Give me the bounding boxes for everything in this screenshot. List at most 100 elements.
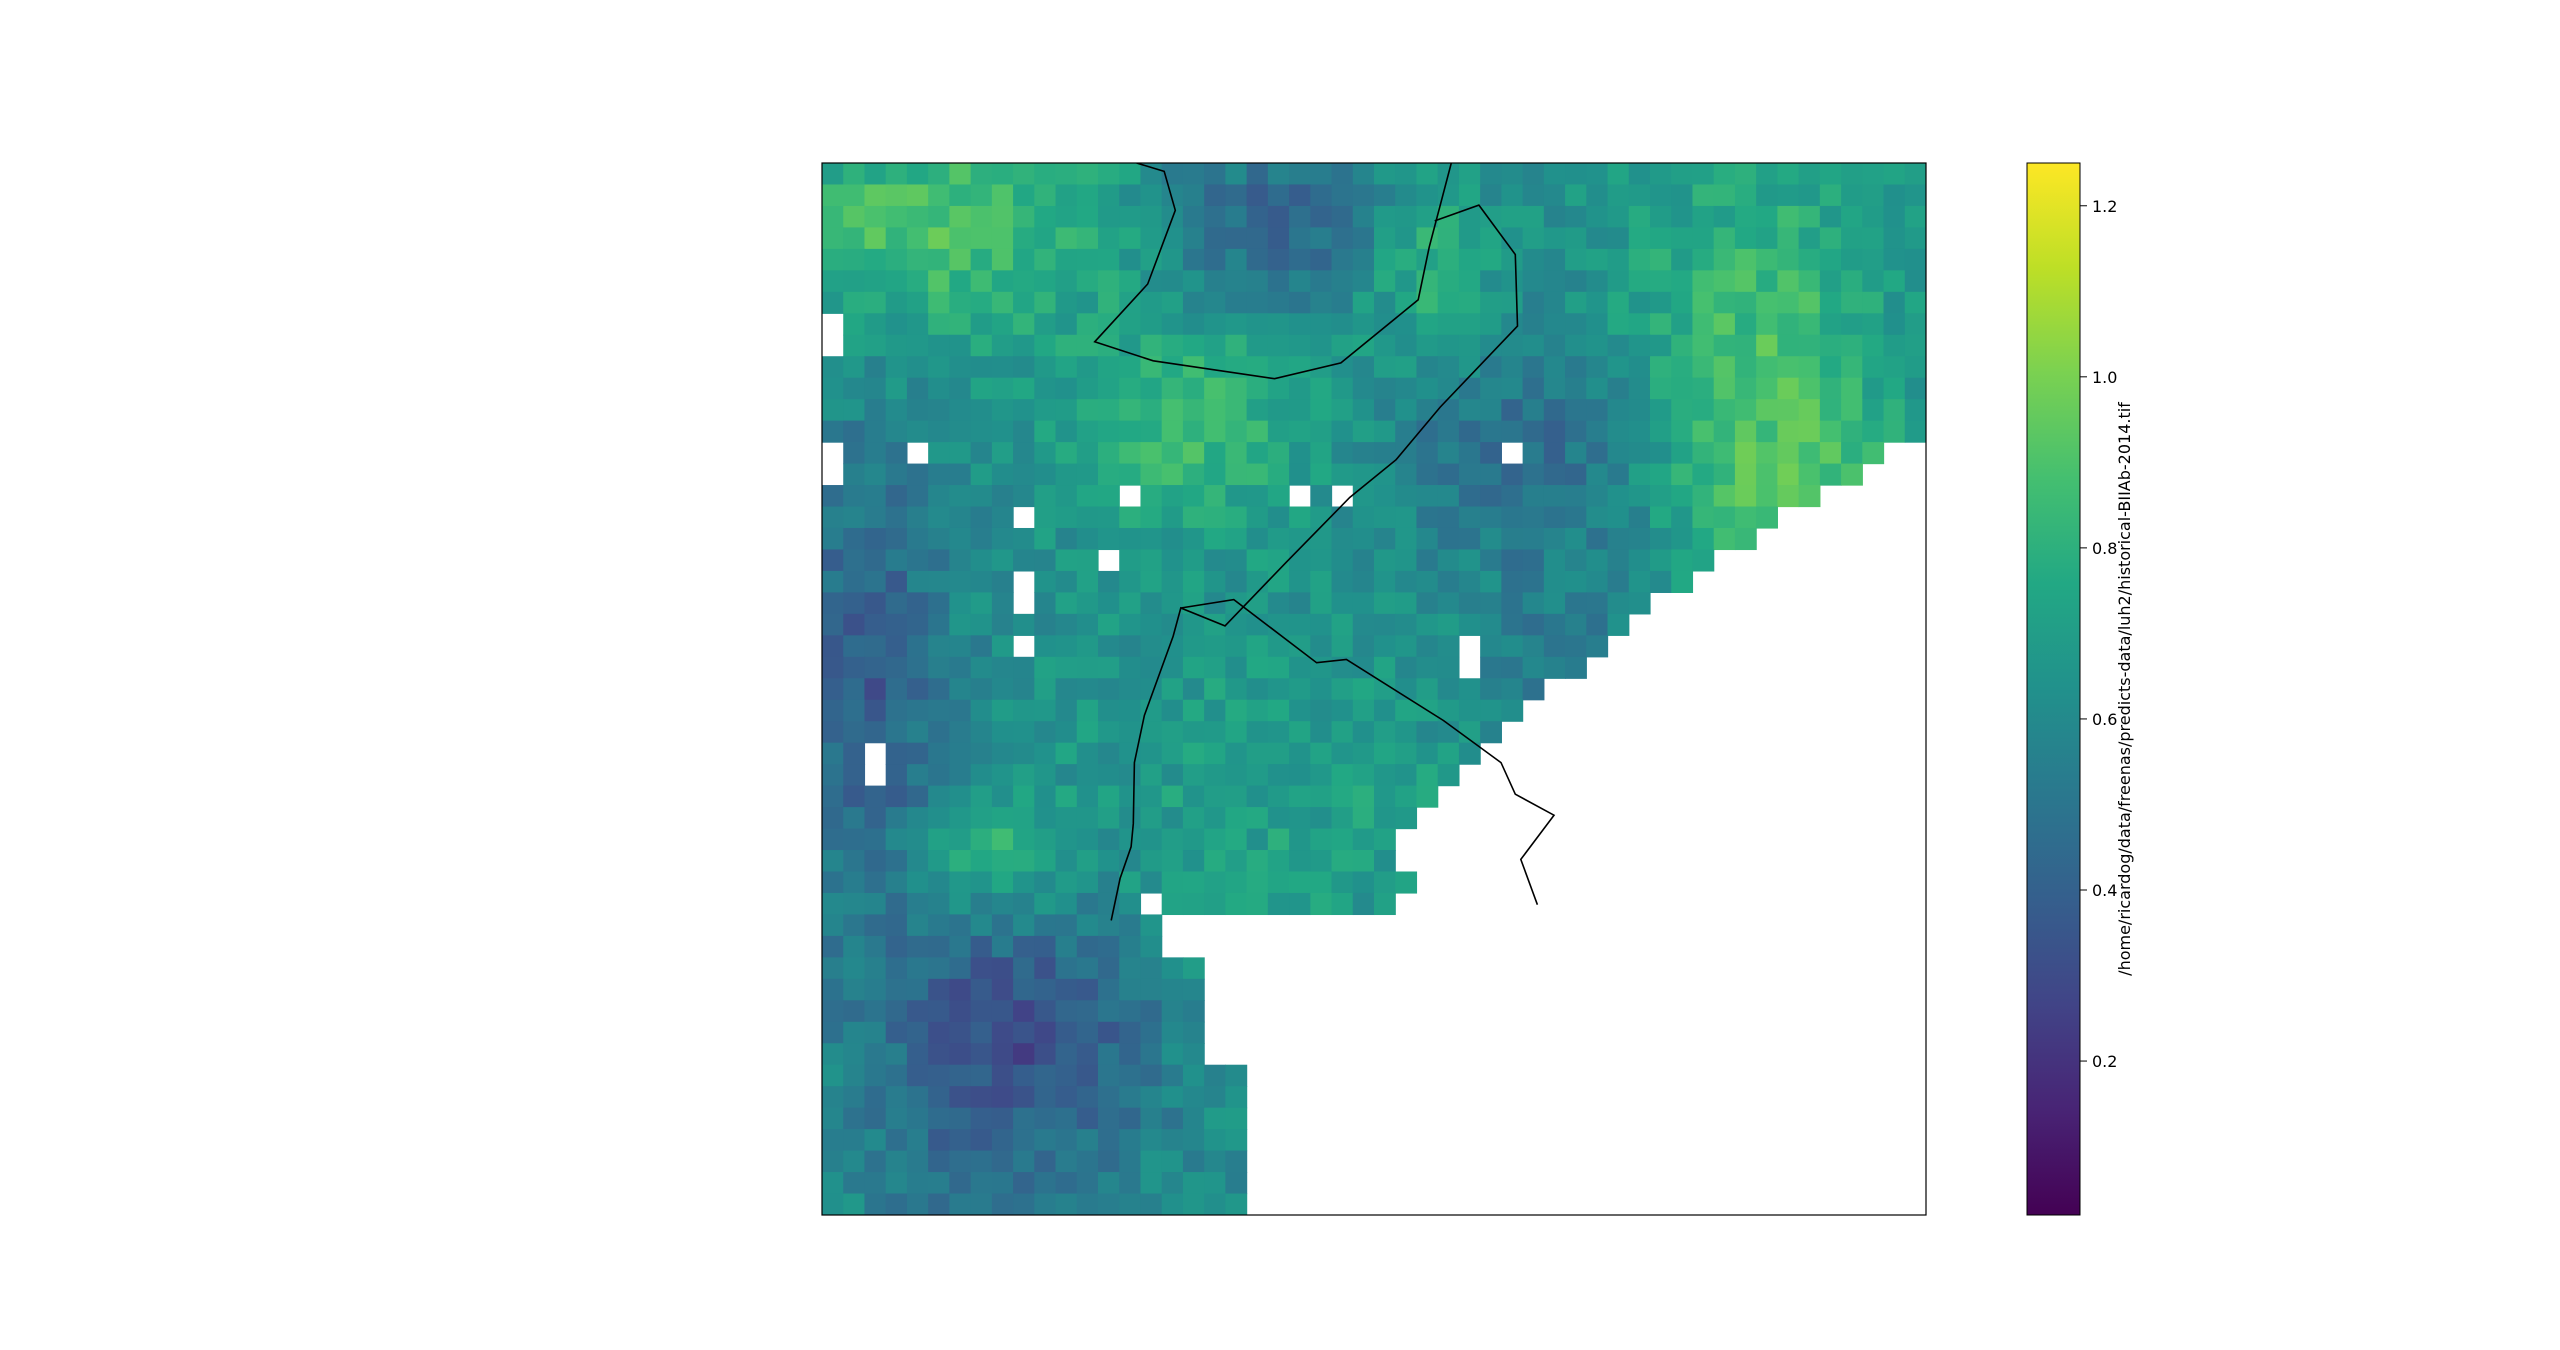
raster-cell <box>1692 163 1715 186</box>
raster-cell <box>843 442 866 465</box>
raster-cell <box>1777 184 1800 207</box>
raster-cell <box>928 270 950 293</box>
raster-cell <box>1628 356 1651 379</box>
raster-cell <box>1055 1086 1078 1109</box>
raster-cell <box>970 699 993 722</box>
raster-cell <box>1267 592 1290 615</box>
raster-cell <box>1161 463 1184 486</box>
raster-cell <box>1862 420 1885 443</box>
raster-cell <box>1161 978 1184 1001</box>
raster-cell <box>1416 184 1439 207</box>
raster-cell <box>1076 828 1099 851</box>
raster-cell <box>885 871 908 894</box>
raster-cell <box>1607 377 1630 400</box>
raster-cell <box>1246 850 1269 873</box>
colorbar-ticks: 0.20.40.60.81.01.2 <box>2080 197 2117 1071</box>
raster-cell <box>1182 635 1205 658</box>
raster-cell <box>1798 399 1821 422</box>
raster-cell <box>1119 613 1142 636</box>
raster-cell <box>1862 356 1885 379</box>
raster-cell <box>1182 184 1205 207</box>
raster-cell <box>1076 527 1099 551</box>
raster-cell <box>1798 270 1821 293</box>
raster-cell <box>1225 742 1248 765</box>
raster-cell <box>1310 527 1333 551</box>
raster-cell <box>1098 506 1120 529</box>
raster-cell <box>1904 184 1926 207</box>
raster-cell <box>928 1172 950 1195</box>
raster-cell <box>928 742 950 765</box>
raster-cell <box>970 570 993 593</box>
raster-cell <box>1352 420 1375 443</box>
raster-cell <box>1204 850 1226 873</box>
raster-cell <box>864 1064 887 1087</box>
raster-cell <box>843 1107 866 1130</box>
raster-cell <box>1161 485 1184 508</box>
raster-cell <box>1140 506 1163 529</box>
raster-cell <box>1246 485 1269 508</box>
raster-cell <box>1119 1107 1142 1130</box>
raster-cell <box>822 828 844 851</box>
raster-cell <box>1628 205 1651 229</box>
raster-cell <box>1076 807 1099 830</box>
raster-cell <box>864 549 887 572</box>
raster-cell <box>1904 313 1926 336</box>
raster-cell <box>1692 313 1715 336</box>
raster-cell <box>1310 613 1333 636</box>
raster-cell <box>1862 205 1885 229</box>
raster-cell <box>1543 399 1566 422</box>
raster-cell <box>1819 163 1842 186</box>
raster-cell <box>1161 1021 1184 1044</box>
raster-cell <box>1289 270 1311 293</box>
raster-cell <box>1586 184 1609 207</box>
raster-cell <box>1734 227 1757 250</box>
raster-cell <box>928 1021 950 1044</box>
raster-cell <box>1331 399 1354 422</box>
raster-cell <box>1225 334 1248 357</box>
raster-cell <box>1331 527 1354 551</box>
raster-cell <box>885 313 908 336</box>
raster-cell <box>1161 1064 1184 1087</box>
border-line <box>1110 204 1519 921</box>
raster-cell <box>1841 184 1863 207</box>
raster-cell <box>1671 399 1694 422</box>
raster-cell <box>843 570 866 593</box>
raster-cell <box>864 442 887 465</box>
raster-cell <box>1267 549 1290 572</box>
raster-cell <box>1607 442 1630 465</box>
raster-cell <box>1182 1086 1205 1109</box>
raster-cell <box>1352 313 1375 336</box>
raster-cell <box>1650 549 1672 572</box>
raster-cell <box>864 270 887 293</box>
raster-cell <box>1416 678 1439 701</box>
raster-cell <box>1055 377 1078 400</box>
raster-cell <box>1310 377 1333 400</box>
raster-cell <box>1310 785 1333 808</box>
raster-cell <box>1522 334 1545 357</box>
raster-cell <box>1246 420 1269 443</box>
raster-cell <box>1119 399 1142 422</box>
raster-cell <box>1055 1172 1078 1195</box>
raster-cell <box>1161 442 1184 465</box>
raster-cell <box>906 420 929 443</box>
raster-cell <box>1437 635 1460 658</box>
raster-cell <box>1331 764 1354 787</box>
raster-cell <box>1267 420 1290 443</box>
raster-cell <box>1076 785 1099 808</box>
raster-cell <box>1225 527 1248 551</box>
raster-cell <box>1437 291 1460 314</box>
raster-cell <box>1713 506 1736 529</box>
raster-cell <box>1055 1150 1078 1173</box>
raster-cell <box>1395 742 1418 765</box>
raster-cell <box>1756 485 1778 508</box>
raster-cell <box>1522 570 1545 593</box>
raster-cell <box>991 1107 1014 1130</box>
raster-cell <box>1777 270 1800 293</box>
raster-cell <box>970 892 993 916</box>
raster-cell <box>1055 420 1078 443</box>
raster-cell <box>1034 313 1057 336</box>
raster-cell <box>1565 270 1587 293</box>
raster-cell <box>1374 699 1396 722</box>
raster-cell <box>1246 248 1269 271</box>
raster-cell <box>1310 463 1333 486</box>
